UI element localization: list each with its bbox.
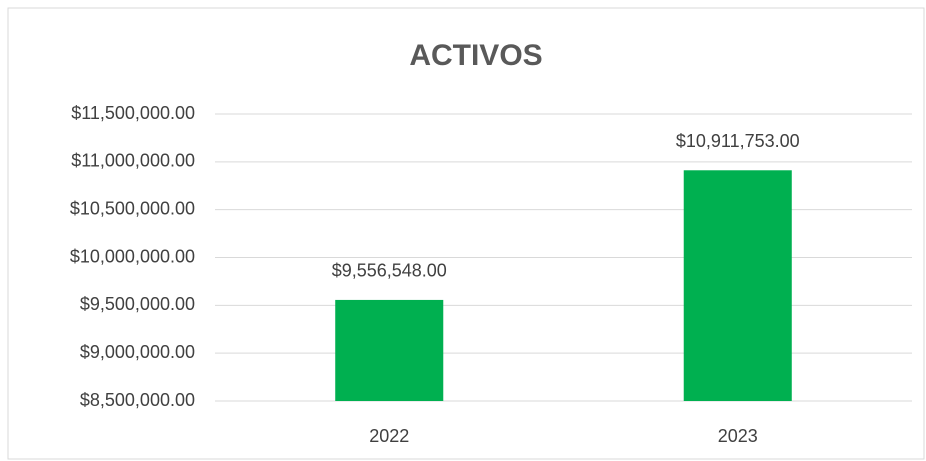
y-tick-label: $11,500,000.00 bbox=[71, 103, 195, 123]
bar bbox=[683, 170, 792, 401]
chart-title: ACTIVOS bbox=[409, 39, 542, 72]
data-label: $9,556,548.00 bbox=[332, 261, 447, 281]
y-tick-label: $9,500,000.00 bbox=[80, 294, 195, 314]
data-label: $10,911,753.00 bbox=[676, 131, 800, 151]
x-tick-label: 2022 bbox=[369, 426, 409, 446]
y-tick-label: $10,500,000.00 bbox=[70, 198, 195, 218]
y-tick-label: $8,500,000.00 bbox=[80, 390, 195, 410]
bar bbox=[335, 299, 444, 401]
y-tick-label: $11,000,000.00 bbox=[71, 151, 195, 171]
y-tick-label: $10,000,000.00 bbox=[70, 246, 195, 266]
y-tick-label: $9,000,000.00 bbox=[80, 342, 195, 362]
x-tick-label: 2023 bbox=[718, 426, 758, 446]
